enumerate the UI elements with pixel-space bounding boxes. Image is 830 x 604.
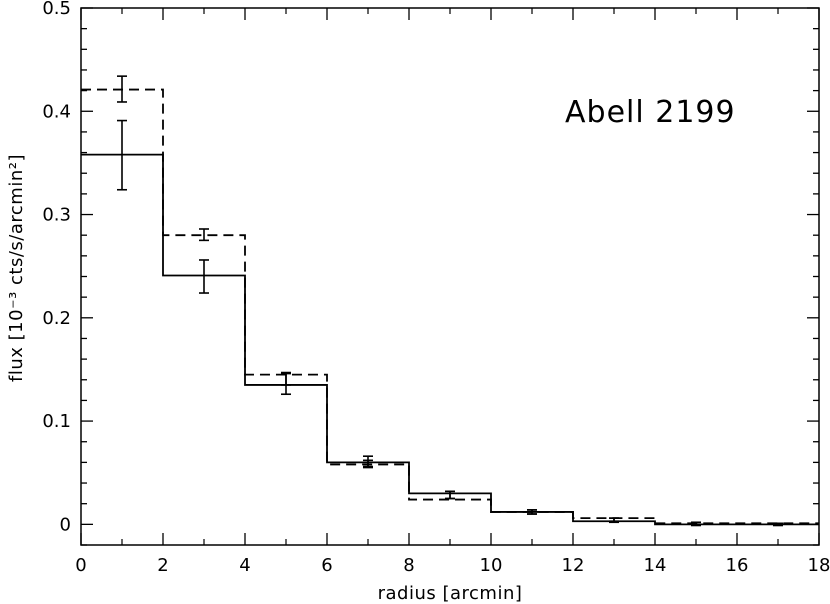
histogram-line [81,88,819,525]
x-tick-label: 12 [562,555,585,576]
y-tick-label: 0.1 [42,411,71,432]
y-tick-label: 0.2 [42,308,71,329]
plot-frame [80,7,820,546]
x-tick-label: 10 [480,555,503,576]
plot-area [80,7,820,546]
y-tick-label: 0.3 [42,205,71,226]
x-tick-label: 4 [239,555,250,576]
x-tick-label: 8 [403,555,414,576]
histogram-line [81,153,819,526]
y-tick-label: 0 [60,514,71,535]
y-axis-title: flux [10⁻³ cts/s/arcmin²] [6,154,27,382]
x-tick-label: 6 [321,555,332,576]
x-tick-label: 14 [644,555,667,576]
annotation-label: Abell 2199 [565,95,736,130]
x-tick-label: 18 [808,555,830,576]
x-tick-label: 16 [726,555,749,576]
y-tick-label: 0.5 [42,0,71,19]
x-tick-label: 2 [157,555,168,576]
y-tick-label: 0.4 [42,101,71,122]
x-tick-label: 0 [75,555,86,576]
series-dashed [81,75,819,527]
x-axis-title: radius [arcmin] [378,583,523,604]
y-axis: 0 0.1 0.2 0.3 0.4 0.5 [42,0,819,546]
x-axis: 0 2 4 6 8 10 12 14 16 18 [75,8,830,576]
series-solid [81,119,819,527]
